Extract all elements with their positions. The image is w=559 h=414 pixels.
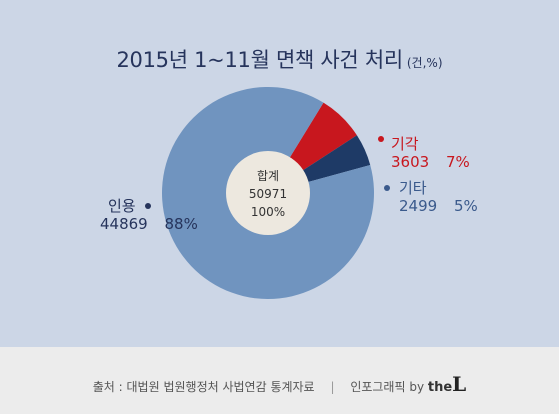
- percent-inyong: 88%: [165, 215, 198, 233]
- percent-gigak: 7%: [446, 153, 470, 171]
- label-dot-gigak: [378, 136, 384, 142]
- title-row: 2015년 1~11월 면책 사건 처리 (건,%): [0, 44, 559, 74]
- chart-title: 2015년 1~11월 면책 사건 처리: [116, 48, 403, 72]
- pie-chart: 합계 50971 100% 인용 44869 88% 기각 3603 7% 기타…: [100, 87, 478, 300]
- footer-separator: |: [330, 380, 335, 394]
- label-name-gigak: 기각: [391, 135, 419, 153]
- label-value-gita: 2499 5%: [399, 197, 478, 215]
- label-name-inyong: 인용: [108, 197, 136, 215]
- total-value: 50971: [249, 187, 287, 201]
- label-dot-gita: [384, 185, 390, 191]
- credit-text: 인포그래픽 by: [350, 380, 425, 394]
- chart-unit: (건,%): [406, 56, 443, 70]
- value-inyong: 44869: [100, 215, 148, 233]
- footer: [0, 347, 559, 414]
- brand-logo: theL: [427, 372, 466, 396]
- total-percent: 100%: [251, 205, 285, 219]
- label-value-gigak: 3603 7%: [391, 153, 470, 171]
- label-name-gita: 기타: [399, 179, 427, 197]
- value-gigak: 3603: [391, 153, 429, 171]
- total-label: 합계: [257, 169, 279, 183]
- percent-gita: 5%: [454, 197, 478, 215]
- value-gita: 2499: [399, 197, 437, 215]
- logo-big: L: [452, 372, 467, 396]
- footer-row: 출처 : 대법원 법원행정처 사법연감 통계자료 | 인포그래픽 by theL: [0, 372, 559, 396]
- logo-small: the: [427, 380, 453, 395]
- label-dot-inyong: [145, 203, 151, 209]
- center-circle: [226, 151, 310, 235]
- source-text: 출처 : 대법원 법원행정처 사법연감 통계자료: [92, 380, 315, 394]
- label-value-inyong: 44869 88%: [100, 215, 198, 233]
